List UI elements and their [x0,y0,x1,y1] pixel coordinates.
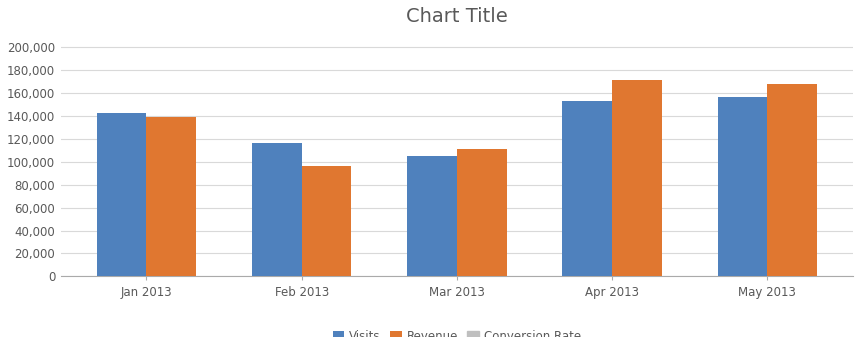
Bar [302,166,352,276]
Bar [146,117,196,276]
Bar [718,96,767,276]
Bar [767,84,817,276]
Legend: Visits, Revenue, Conversion Rate: Visits, Revenue, Conversion Rate [328,325,586,337]
Bar [252,144,302,276]
Bar [97,113,146,276]
Bar [408,156,457,276]
Title: Chart Title: Chart Title [406,7,507,26]
Bar [562,101,612,276]
Bar [457,149,507,276]
Bar [612,81,662,276]
